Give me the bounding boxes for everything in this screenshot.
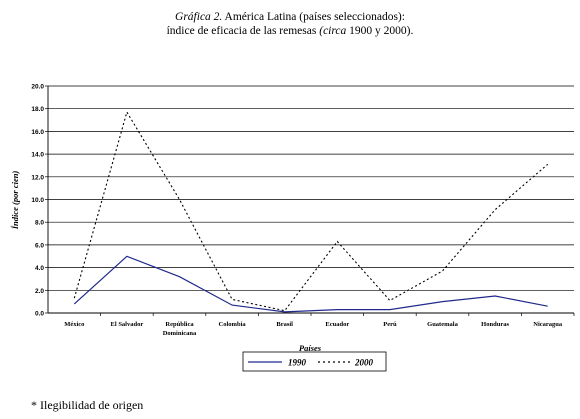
- y-tick-label: 14.0: [31, 152, 44, 159]
- y-tick-label: 10.0: [31, 197, 44, 204]
- legend-box: [242, 351, 387, 372]
- y-axis-label: Índice (por cien): [10, 171, 20, 231]
- x-tick-label: Brasil: [276, 321, 293, 328]
- chart-title: Gráfica 2. América Latina (países selecc…: [0, 10, 580, 38]
- y-tick-label: 4.0: [35, 265, 44, 272]
- x-tick-label: Dominicana: [163, 330, 197, 337]
- x-tick-label: Colombia: [219, 321, 247, 328]
- series-lines: [73, 110, 549, 313]
- x-tick-label: República: [165, 321, 194, 328]
- x-tick-label: Perú: [383, 321, 397, 328]
- x-tick-label: Honduras: [481, 321, 509, 328]
- y-tick-label: 0.0: [35, 311, 44, 318]
- chart-title-main: América Latina (países seleccionados):: [222, 11, 405, 23]
- chart-title-circa: (circa: [319, 25, 347, 37]
- chart-title-sub-b: 1900 y 2000).: [346, 25, 414, 37]
- x-tick-label: Ecuador: [325, 321, 349, 328]
- y-tick-label: 16.0: [31, 129, 44, 136]
- y-tick-label: 2.0: [35, 288, 44, 295]
- tick-labels: 0.0 2.0 4.0 6.0 8.0 10.0 12.0 14.0 16.0 18.0 20.0 M…: [31, 84, 563, 338]
- x-axis-label: Países: [299, 343, 322, 353]
- chart-title-line-2: índice de eficacia de las remesas (circa…: [0, 24, 580, 38]
- y-tick-label: 18.0: [31, 106, 44, 113]
- x-tick-label: El Salvador: [111, 321, 144, 328]
- legend: 1990 2000: [242, 351, 387, 372]
- series-line-2000: [73, 110, 549, 312]
- y-tick-label: 8.0: [35, 220, 44, 227]
- axes: [45, 85, 575, 316]
- y-tick-label: 6.0: [35, 242, 44, 249]
- footnote: * Ilegibilidad de origen: [31, 398, 144, 412]
- chart-title-line-1: Gráfica 2. América Latina (países selecc…: [0, 10, 580, 24]
- chart-title-figure-number: Gráfica 2.: [175, 11, 223, 23]
- series-line-1990: [73, 255, 548, 313]
- chart-title-sub-a: índice de eficacia de las remesas: [166, 25, 320, 37]
- y-tick-label: 12.0: [31, 174, 44, 181]
- legend-label-2000: 2000: [354, 358, 374, 368]
- x-tick-label: Guatemala: [427, 321, 458, 328]
- y-tick-label: 20.0: [31, 84, 44, 91]
- x-tick-label: Nicaragua: [533, 321, 563, 328]
- legend-label-1990: 1990: [288, 358, 307, 368]
- x-tick-label: México: [64, 321, 84, 328]
- gridlines: [48, 85, 574, 291]
